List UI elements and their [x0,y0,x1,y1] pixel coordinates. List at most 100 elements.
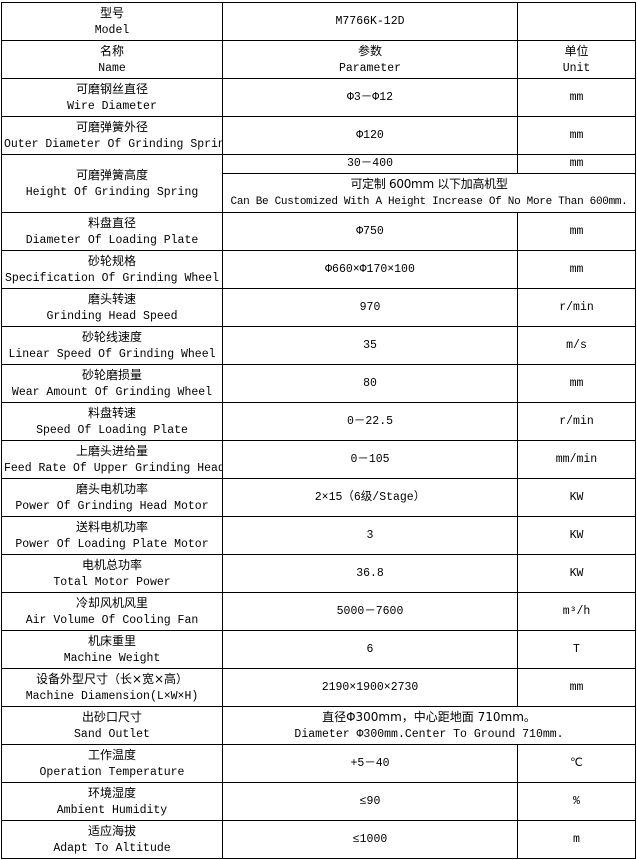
row-unit: m [517,820,636,859]
header-name: 名称 Name [1,40,223,79]
row-name: 可磨弹簧外径 Outer Diameter Of Grinding Spring [1,116,223,155]
table-row: 适应海拔 Adapt To Altitude ≤1000 m [1,820,636,859]
label-en: Operation Temperature [39,765,185,779]
row-name: 电机总功率 Total Motor Power [1,554,223,593]
table-row: 送料电机功率 Power Of Loading Plate Motor 3 KW [1,516,636,555]
table-row: 磨头电机功率 Power Of Grinding Head Motor 2×15（… [1,478,636,517]
row-name: 出砂口尺寸 Sand Outlet [1,706,223,745]
row-unit: mm [517,212,636,251]
row-unit: m/s [517,326,636,365]
row-value: Φ120 [222,116,518,155]
label-en: Linear Speed Of Grinding Wheel [8,347,216,361]
row-unit: mm [517,78,636,117]
row-value: 2×15（6级/Stage） [222,478,518,517]
label-zh: 电机总功率 [81,557,142,572]
label-zh: 砂轮规格 [87,253,136,268]
label-en: Machine Diamension(L×W×H) [25,689,199,703]
row-value: 0－105 [222,440,518,479]
table-row: 工作温度 Operation Temperature +5－40 ℃ [1,744,636,783]
label-en: Parameter [338,61,402,75]
label-en: Wear Amount Of Grinding Wheel [11,385,213,399]
label-en: Feed Rate Of Upper Grinding Head [4,461,223,475]
row-value: 80 [222,364,518,403]
row-value: 直径Φ300mm，中心距地面 710mm。 Diameter Φ300mm.Cen… [222,706,636,745]
label-zh: 工作温度 [87,747,136,762]
label-zh: 参数 [357,43,382,58]
label-en: Ambient Humidity [56,803,168,817]
label-zh: 上磨头进给量 [75,443,148,458]
row-name: 磨头电机功率 Power Of Grinding Head Motor [1,478,223,517]
row-name: 送料电机功率 Power Of Loading Plate Motor [1,516,223,555]
label-zh: 可磨钢丝直径 [75,81,148,96]
label-zh: 适应海拔 [87,823,136,838]
table-row: 料盘直径 Diameter Of Loading Plate Φ750 mm [1,212,636,251]
label-en: Specification Of Grinding Wheel [5,271,219,285]
row-value: 3 [222,516,518,555]
label-zh: 型号 [99,5,124,20]
label-en: Power Of Grinding Head Motor [15,499,209,513]
value-en: Diameter Φ300mm.Center To Ground 710mm. [294,727,564,741]
table-row: 料盘转速 Speed Of Loading Plate 0－22.5 r/min [1,402,636,441]
label-zh: 单位 [564,43,589,58]
row-value: 6 [222,630,518,669]
row-unit: KW [517,516,636,555]
height-note-row: 可定制 600mm 以下加高机型 Can Be Customized With A… [2,173,636,213]
row-value: 970 [222,288,518,327]
table-row: 可磨弹簧外径 Outer Diameter Of Grinding Spring … [1,116,636,155]
label-en: Name [98,61,126,75]
sand-outlet-row: 出砂口尺寸 Sand Outlet 直径Φ300mm，中心距地面 710mm。 Di… [1,706,636,745]
label-en: Wire Diameter [67,99,157,113]
label-en: Grinding Head Speed [46,309,178,323]
row-name: 砂轮线速度 Linear Speed Of Grinding Wheel [1,326,223,365]
row-value: +5－40 [222,744,518,783]
value-zh: 直径Φ300mm，中心距地面 710mm。 [322,709,536,724]
row-unit: KW [517,554,636,593]
row-name: 砂轮规格 Specification Of Grinding Wheel [1,250,223,289]
label-zh: 磨头转速 [87,291,136,306]
row-name: 可磨弹簧高度 Height Of Grinding Spring [1,154,223,213]
row-unit: r/min [517,288,636,327]
row-unit: m³/h [517,592,636,631]
model-label: 型号 Model [1,2,223,41]
model-row: 型号 Model M7766K-12D [1,2,636,41]
model-unit [517,2,636,41]
table-row: 机床重里 Machine Weight 6 T [1,630,636,669]
row-unit: mm [517,668,636,707]
row-value: 36.8 [222,554,518,593]
label-en: Total Motor Power [53,575,171,589]
row-unit: T [517,630,636,669]
label-en: Adapt To Altitude [53,841,171,855]
label-zh: 环境湿度 [87,785,136,800]
label-en: Unit [562,61,591,75]
header-row: 名称 Name 参数 Parameter 单位 Unit [1,40,636,79]
row-unit: % [517,782,636,821]
label-zh: 冷却风机风里 [75,595,148,610]
label-en: Model [94,23,130,37]
label-en: Sand Outlet [74,727,150,741]
table-row: 砂轮规格 Specification Of Grinding Wheel Φ660… [1,250,636,289]
label-zh: 料盘转速 [87,405,136,420]
label-en: Air Volume Of Cooling Fan [25,613,199,627]
note-zh: 可定制 600mm 以下加高机型 [350,177,508,191]
label-zh: 料盘直径 [87,215,136,230]
row-name: 料盘转速 Speed Of Loading Plate [1,402,223,441]
row-unit: mm [517,364,636,403]
row-unit: mm [517,154,636,174]
height-note: 可定制 600mm 以下加高机型 Can Be Customized With A… [222,173,636,213]
table-row: 磨头转速 Grinding Head Speed 970 r/min [1,288,636,327]
row-name: 适应海拔 Adapt To Altitude [1,820,223,859]
label-zh: 可磨弹簧高度 [75,167,148,182]
row-name: 机床重里 Machine Weight [1,630,223,669]
label-en: Machine Weight [63,651,161,665]
label-zh: 磨头电机功率 [75,481,148,496]
label-en: Diameter Of Loading Plate [25,233,199,247]
table-row: 砂轮线速度 Linear Speed Of Grinding Wheel 35 m… [1,326,636,365]
row-value: 5000－7600 [222,592,518,631]
row-unit: mm/min [517,440,636,479]
row-name: 冷却风机风里 Air Volume Of Cooling Fan [1,592,223,631]
label-zh: 送料电机功率 [75,519,148,534]
row-name: 可磨钢丝直径 Wire Diameter [1,78,223,117]
row-name: 料盘直径 Diameter Of Loading Plate [1,212,223,251]
note-en: Can Be Customized With A Height Increase… [230,196,628,208]
